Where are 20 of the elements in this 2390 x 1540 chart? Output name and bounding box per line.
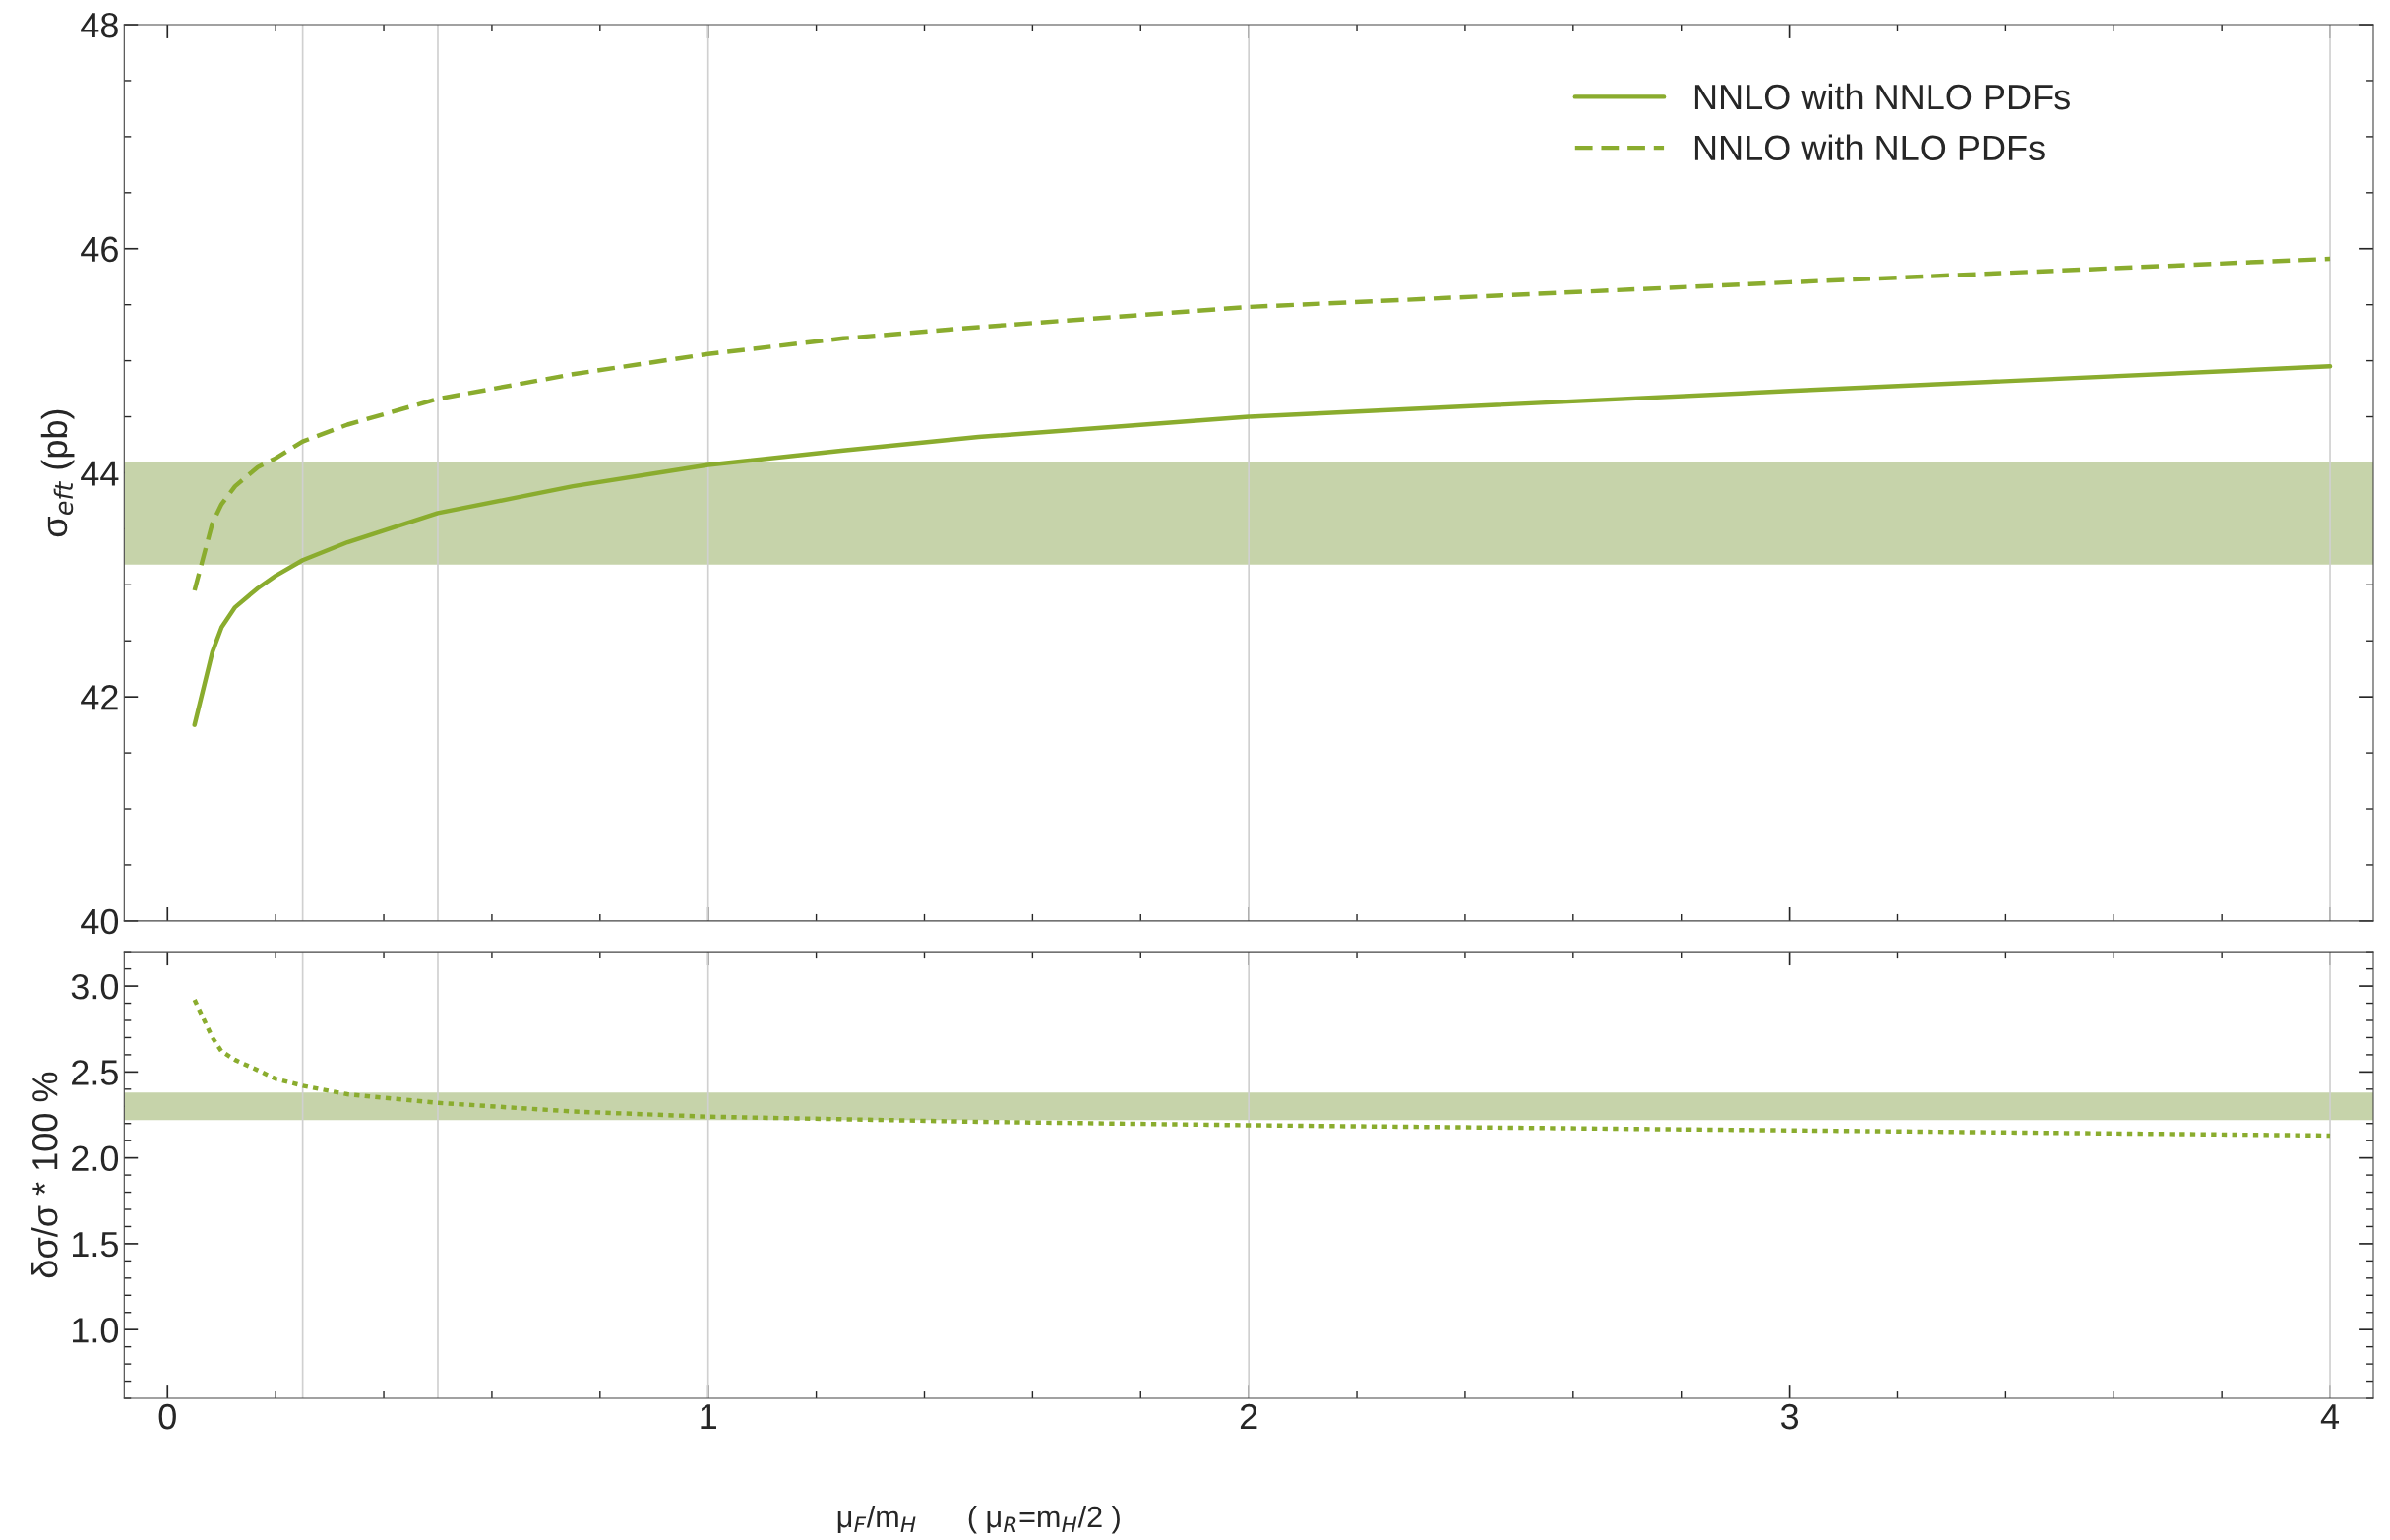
y-tick-label: 3.0: [71, 973, 119, 1000]
x-tick-label: 2: [1240, 1403, 1257, 1430]
x-tick-label: 0: [158, 1403, 176, 1430]
legend-label: NNLO with NNLO PDFs: [1694, 83, 2070, 110]
y-tick-label: 2.5: [72, 1060, 118, 1085]
y-tick-label: 42: [81, 685, 118, 710]
text: μ$_{F}$/m$_{H}$ ( μ$_{R}$=m$_{H}$/2 ): [837, 1505, 1120, 1534]
y-tick-label: 44: [81, 461, 119, 486]
x-tick-label: 1: [701, 1404, 716, 1430]
y-tick-label: 1.5: [73, 1232, 118, 1258]
y-axis-title: σ$_{eft}$ (pb): [40, 409, 75, 537]
y-tick-label: 48: [81, 12, 118, 38]
x-tick-label: 4: [2320, 1404, 2340, 1430]
x-tick-label: 3: [1780, 1403, 1799, 1430]
y-tick-label: 1.0: [73, 1318, 119, 1343]
y-tick-label: 40: [81, 908, 119, 935]
y-tick-label: 2.0: [72, 1145, 119, 1172]
legend-label: NNLO with NLO PDFs: [1694, 134, 2045, 161]
y-axis-title: δσ/σ * 100 %: [31, 1072, 58, 1278]
y-tick-label: 46: [81, 236, 118, 263]
